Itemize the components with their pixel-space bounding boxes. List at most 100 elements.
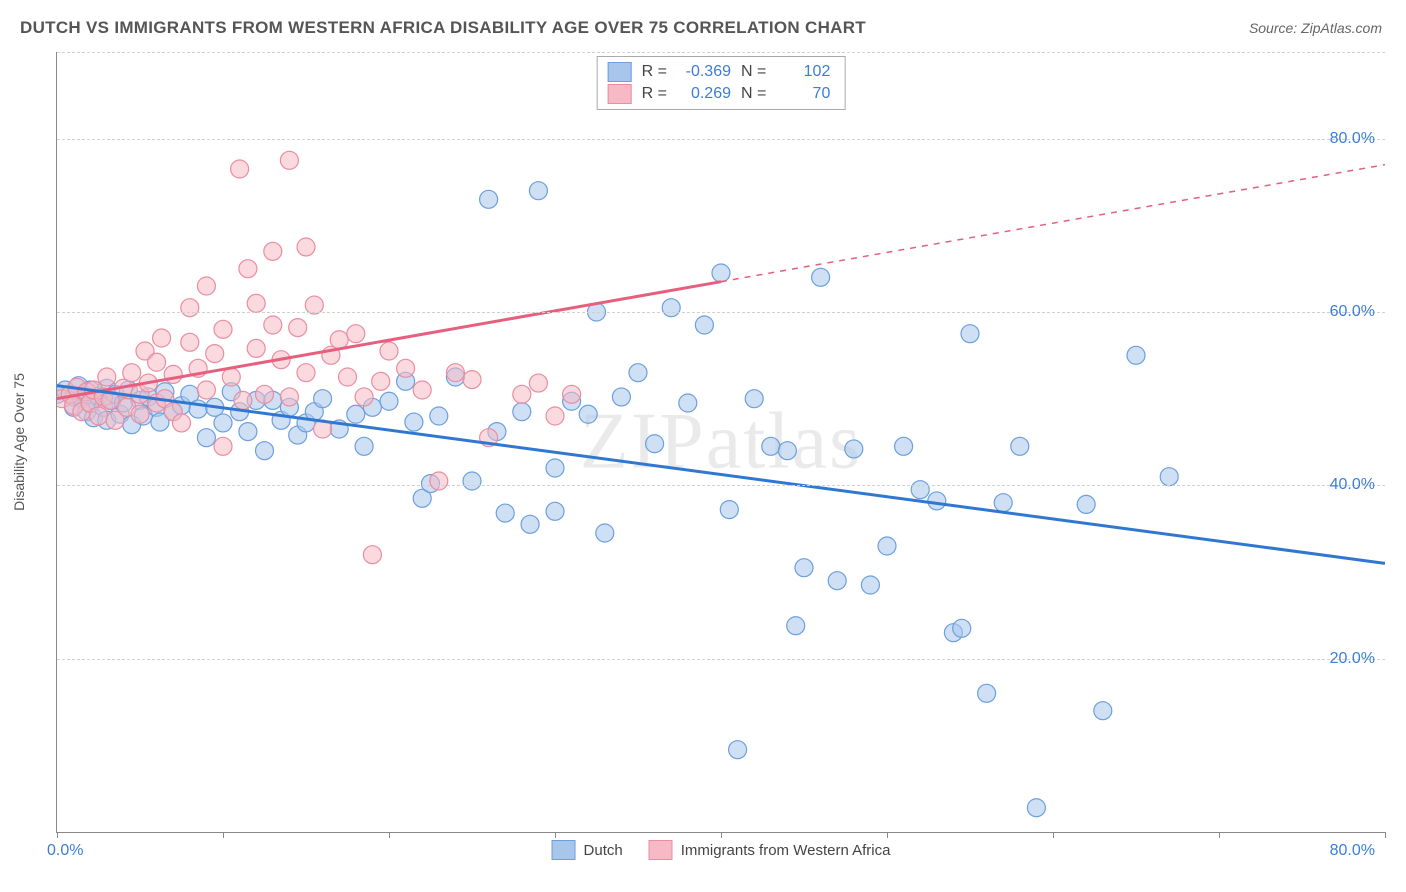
data-point xyxy=(380,392,398,410)
data-point xyxy=(239,260,257,278)
x-tick-mark xyxy=(887,832,888,838)
data-point xyxy=(289,319,307,337)
data-point xyxy=(430,407,448,425)
data-point xyxy=(297,238,315,256)
data-point xyxy=(787,617,805,635)
x-tick-mark xyxy=(389,832,390,838)
data-point xyxy=(546,407,564,425)
data-point xyxy=(264,242,282,260)
y-tick-label: 40.0% xyxy=(1330,476,1375,494)
data-point xyxy=(405,413,423,431)
data-point xyxy=(463,472,481,490)
data-point xyxy=(480,190,498,208)
data-point xyxy=(256,385,274,403)
x-tick-mark xyxy=(223,832,224,838)
x-tick-mark xyxy=(57,832,58,838)
data-point xyxy=(679,394,697,412)
data-point xyxy=(123,364,141,382)
data-point xyxy=(795,559,813,577)
data-point xyxy=(762,437,780,455)
data-point xyxy=(247,294,265,312)
data-point xyxy=(596,524,614,542)
data-point xyxy=(372,372,390,390)
data-point xyxy=(778,442,796,460)
data-point xyxy=(197,429,215,447)
data-point xyxy=(231,160,249,178)
data-point xyxy=(214,437,232,455)
trend-line xyxy=(57,386,1385,564)
data-point xyxy=(828,572,846,590)
x-tick-mark xyxy=(1385,832,1386,838)
data-point xyxy=(148,353,166,371)
data-point xyxy=(845,440,863,458)
data-point xyxy=(546,502,564,520)
data-point xyxy=(297,364,315,382)
legend-label-immigrants: Immigrants from Western Africa xyxy=(681,842,891,859)
data-point xyxy=(928,492,946,510)
data-point xyxy=(546,459,564,477)
data-point xyxy=(1077,495,1095,513)
data-point xyxy=(712,264,730,282)
data-point xyxy=(1011,437,1029,455)
data-point xyxy=(812,268,830,286)
data-point xyxy=(153,329,171,347)
y-tick-label: 20.0% xyxy=(1330,650,1375,668)
data-point xyxy=(646,435,664,453)
data-point xyxy=(214,414,232,432)
data-point xyxy=(355,437,373,455)
x-tick-mark xyxy=(1219,832,1220,838)
data-point xyxy=(446,364,464,382)
data-point xyxy=(90,407,108,425)
grid-line xyxy=(57,485,1385,486)
data-point xyxy=(214,320,232,338)
data-point xyxy=(463,371,481,389)
data-point xyxy=(496,504,514,522)
data-point xyxy=(280,151,298,169)
data-point xyxy=(861,576,879,594)
data-point xyxy=(347,405,365,423)
data-point xyxy=(720,501,738,519)
data-point xyxy=(513,403,531,421)
data-point xyxy=(612,388,630,406)
data-point xyxy=(256,442,274,460)
legend-item-immigrants: Immigrants from Western Africa xyxy=(649,840,891,860)
data-point xyxy=(513,385,531,403)
data-point xyxy=(239,423,257,441)
data-point xyxy=(339,368,357,386)
data-point xyxy=(222,368,240,386)
data-point xyxy=(529,182,547,200)
x-axis-min-label: 0.0% xyxy=(47,842,83,860)
data-point xyxy=(521,515,539,533)
data-point xyxy=(181,333,199,351)
data-point xyxy=(380,342,398,360)
data-point xyxy=(629,364,647,382)
data-point xyxy=(98,368,116,386)
data-point xyxy=(173,414,191,432)
swatch-immigrants-bottom xyxy=(649,840,673,860)
trend-line xyxy=(721,165,1385,282)
grid-line xyxy=(57,139,1385,140)
data-point xyxy=(695,316,713,334)
chart-title: DUTCH VS IMMIGRANTS FROM WESTERN AFRICA … xyxy=(20,18,866,38)
data-point xyxy=(247,339,265,357)
data-point xyxy=(563,385,581,403)
data-point xyxy=(330,331,348,349)
data-point xyxy=(1127,346,1145,364)
data-point xyxy=(729,741,747,759)
data-point xyxy=(197,277,215,295)
scatter-plot-svg xyxy=(57,52,1385,832)
data-point xyxy=(911,481,929,499)
data-point xyxy=(131,405,149,423)
data-point xyxy=(264,316,282,334)
data-point xyxy=(234,391,252,409)
grid-line xyxy=(57,312,1385,313)
data-point xyxy=(413,381,431,399)
data-point xyxy=(397,359,415,377)
data-point xyxy=(978,684,996,702)
grid-line xyxy=(57,52,1385,53)
data-point xyxy=(895,437,913,455)
data-point xyxy=(363,546,381,564)
x-axis-max-label: 80.0% xyxy=(1330,842,1375,860)
data-point xyxy=(314,390,332,408)
data-point xyxy=(1094,702,1112,720)
